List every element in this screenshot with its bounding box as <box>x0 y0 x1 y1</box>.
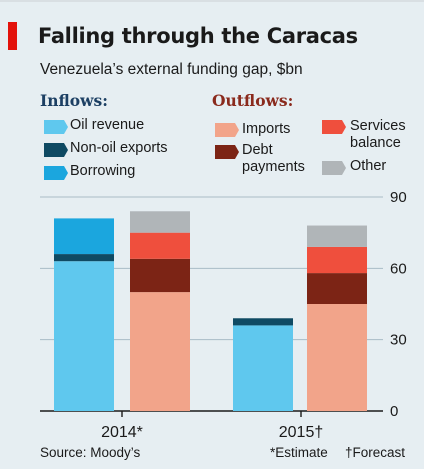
category-labels: 2014* 2015† <box>101 411 323 441</box>
legend-swatches <box>44 120 346 180</box>
y-tick-labels: 0 30 60 90 <box>390 189 407 420</box>
bar-2015-other <box>307 225 367 247</box>
y-tick-label-60: 60 <box>390 260 407 277</box>
bar-2015-imports <box>307 304 367 411</box>
legend-label-services-line2: balance <box>350 135 401 151</box>
bar-2014-non-oil-exports <box>54 254 114 262</box>
legend-swatch-non-oil-exports <box>44 143 68 157</box>
forecast-note: †Forecast <box>345 445 406 460</box>
bar-2014-borrowing <box>54 218 114 255</box>
bar-2014-services-balance <box>130 232 190 259</box>
legend-label-other: Other <box>350 158 387 174</box>
chart-title: Falling through the Caracas <box>38 24 358 48</box>
bars <box>54 211 367 411</box>
estimate-note: *Estimate <box>270 445 328 460</box>
category-label-2015: 2015† <box>279 424 324 441</box>
top-rule <box>0 0 424 2</box>
category-label-2014: 2014* <box>101 424 143 441</box>
bar-2015-debt-payments <box>307 273 367 304</box>
legend-label-non-oil-exports: Non-oil exports <box>70 140 168 156</box>
inflows-title: Inflows: <box>40 91 108 110</box>
legend-label-services-line1: Services <box>350 118 406 134</box>
legend-label-imports: Imports <box>242 121 291 137</box>
bar-2014-other <box>130 211 190 233</box>
red-tag <box>8 22 17 50</box>
bar-2014-imports <box>130 292 190 411</box>
bar-2015-non-oil-exports <box>233 318 293 326</box>
legend-label-oil-revenue: Oil revenue <box>70 117 145 133</box>
bar-2015-services-balance <box>307 246 367 274</box>
chart-subtitle: Venezuela’s external funding gap, $bn <box>40 61 303 78</box>
legend-swatch-borrowing <box>44 166 68 180</box>
source-note: Source: Moody’s <box>40 445 141 460</box>
legend-label-debt-payments-line1: Debt <box>242 142 273 158</box>
y-tick-label-30: 30 <box>390 332 407 349</box>
bar-2014-oil-revenue <box>54 261 114 411</box>
bar-2014-debt-payments <box>130 258 190 293</box>
bar-2015-oil-revenue <box>233 325 293 411</box>
outflows-title: Outflows: <box>212 91 294 110</box>
y-tick-label-0: 0 <box>390 403 398 420</box>
legend-swatch-oil-revenue <box>44 120 68 134</box>
legend-label-borrowing: Borrowing <box>70 163 136 179</box>
legend-swatch-other <box>322 161 346 175</box>
legend-swatch-debt-payments <box>215 145 239 159</box>
legend-swatch-imports <box>215 123 239 137</box>
legend-label-debt-payments-line2: payments <box>242 159 305 175</box>
legend-swatch-services-balance <box>322 120 346 134</box>
y-tick-label-90: 90 <box>390 189 407 206</box>
